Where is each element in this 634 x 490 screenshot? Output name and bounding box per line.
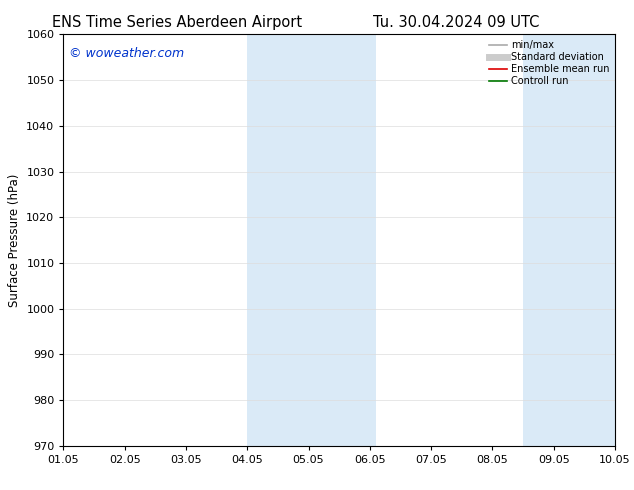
- Text: ENS Time Series Aberdeen Airport: ENS Time Series Aberdeen Airport: [53, 15, 302, 30]
- Legend: min/max, Standard deviation, Ensemble mean run, Controll run: min/max, Standard deviation, Ensemble me…: [486, 36, 613, 90]
- Text: Tu. 30.04.2024 09 UTC: Tu. 30.04.2024 09 UTC: [373, 15, 540, 30]
- Bar: [553, 34, 615, 446]
- Bar: [523, 34, 553, 446]
- Bar: [275, 34, 376, 446]
- Y-axis label: Surface Pressure (hPa): Surface Pressure (hPa): [8, 173, 21, 307]
- Text: © woweather.com: © woweather.com: [69, 47, 184, 60]
- Bar: [247, 34, 275, 446]
